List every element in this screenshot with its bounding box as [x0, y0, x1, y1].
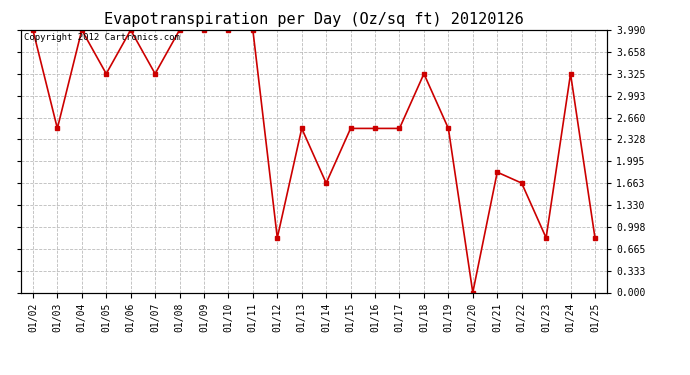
Text: Copyright 2012 Cartronics.com: Copyright 2012 Cartronics.com	[23, 33, 179, 42]
Title: Evapotranspiration per Day (Oz/sq ft) 20120126: Evapotranspiration per Day (Oz/sq ft) 20…	[104, 12, 524, 27]
